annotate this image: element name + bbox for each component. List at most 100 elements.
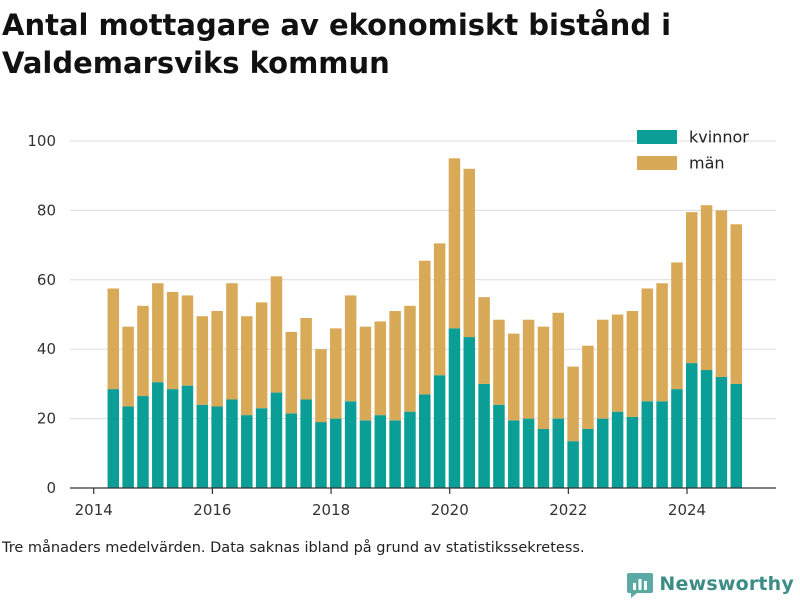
y-tick-label: 80	[37, 201, 56, 219]
bar-man	[166, 291, 179, 390]
bar-kvinnor	[166, 389, 179, 488]
bar-kvinnor	[196, 404, 209, 488]
bar-kvinnor	[137, 396, 149, 488]
bar-man	[241, 316, 253, 416]
x-tick-label: 2024	[668, 501, 706, 519]
bar-kvinnor	[330, 418, 342, 488]
bar-kvinnor	[715, 376, 728, 488]
bar-man	[700, 205, 713, 371]
bar-kvinnor	[270, 392, 283, 488]
bar-kvinnor	[181, 385, 194, 488]
bar-kvinnor	[478, 383, 490, 488]
bar-man	[433, 243, 446, 376]
bar-man	[255, 302, 268, 409]
bar-kvinnor	[656, 401, 668, 488]
bar-kvinnor	[374, 415, 387, 488]
bar-man	[567, 366, 579, 442]
x-tick-label: 2018	[312, 501, 350, 519]
bar-kvinnor	[285, 413, 298, 488]
bar-man	[107, 288, 120, 390]
bar-man	[522, 319, 535, 419]
x-tick-label: 2014	[75, 501, 113, 519]
bar-man	[404, 305, 416, 412]
bar-man	[641, 288, 654, 402]
bar-kvinnor	[611, 411, 624, 488]
bar-man	[285, 331, 298, 414]
bar-man	[656, 283, 668, 402]
bar-man	[582, 345, 594, 430]
bar-man	[374, 321, 387, 416]
bar-kvinnor	[567, 441, 579, 488]
bar-man	[730, 224, 743, 384]
bar-man	[597, 319, 609, 419]
bar-man	[315, 349, 327, 423]
bar-kvinnor	[671, 389, 683, 488]
bar-kvinnor	[537, 429, 550, 488]
y-tick-label: 100	[27, 132, 56, 150]
bar-man	[211, 311, 223, 407]
x-tick-label: 2022	[549, 501, 587, 519]
bar-man	[300, 317, 312, 400]
legend-swatch	[637, 156, 677, 170]
bar-kvinnor	[389, 420, 401, 488]
bar-kvinnor	[508, 420, 520, 488]
bar-kvinnor	[582, 429, 594, 488]
x-tick-label: 2020	[431, 501, 469, 519]
bar-kvinnor	[493, 404, 505, 488]
bar-man	[686, 212, 698, 364]
legend-swatch	[637, 130, 677, 144]
bar-kvinnor	[686, 363, 698, 488]
bar-kvinnor	[107, 389, 120, 488]
bar-man	[196, 316, 209, 405]
bar-man	[137, 305, 149, 397]
bar-kvinnor	[344, 401, 357, 488]
bar-kvinnor	[641, 401, 654, 488]
y-tick-label: 0	[46, 479, 56, 497]
bar-man	[537, 326, 550, 430]
bar-man	[359, 326, 372, 421]
bar-man	[122, 326, 134, 407]
y-tick-label: 60	[37, 271, 56, 289]
bar-kvinnor	[552, 418, 565, 488]
bar-man	[226, 283, 238, 400]
bar-kvinnor	[433, 375, 446, 488]
bar-man	[508, 333, 520, 421]
bar-man	[552, 312, 565, 419]
axes: 0 20 40 60 80 100 2014 2016 2018 2020 2022 2024	[27, 132, 776, 519]
legend-label: män	[689, 154, 725, 173]
legend: kvinnor män	[637, 128, 749, 173]
bar-man	[493, 319, 505, 405]
bar-kvinnor	[122, 406, 134, 488]
bar-kvinnor	[463, 337, 476, 488]
bar-man	[181, 295, 194, 386]
bar-man	[389, 311, 401, 421]
bar-kvinnor	[226, 399, 238, 488]
x-tick-label: 2016	[193, 501, 231, 519]
bar-kvinnor	[152, 382, 164, 488]
chart-title: Antal mottagare av ekonomiskt bistånd i …	[2, 8, 672, 80]
bar-man	[419, 260, 431, 395]
bar-kvinnor	[404, 411, 416, 488]
bar-kvinnor	[700, 370, 713, 488]
bar-kvinnor	[359, 420, 372, 488]
footnote: Tre månaders medelvärden. Data saknas ib…	[2, 540, 585, 556]
bar-kvinnor	[626, 416, 639, 488]
y-tick-label: 40	[37, 340, 56, 358]
newsworthy-logo-icon	[627, 573, 654, 598]
brand-name: Newsworthy	[659, 573, 794, 595]
brand: Newsworthy	[627, 568, 794, 600]
bar-kvinnor	[241, 415, 253, 488]
bar-man	[344, 295, 357, 402]
bar-man	[448, 158, 461, 329]
bar-kvinnor	[419, 394, 431, 488]
bar-kvinnor	[522, 418, 535, 488]
bars	[107, 158, 743, 488]
bar-kvinnor	[315, 422, 327, 488]
bar-man	[330, 328, 342, 419]
bar-man	[715, 210, 728, 377]
bar-man	[611, 314, 624, 412]
bar-kvinnor	[597, 418, 609, 488]
bar-man	[626, 311, 639, 417]
y-tick-label: 20	[37, 410, 56, 428]
